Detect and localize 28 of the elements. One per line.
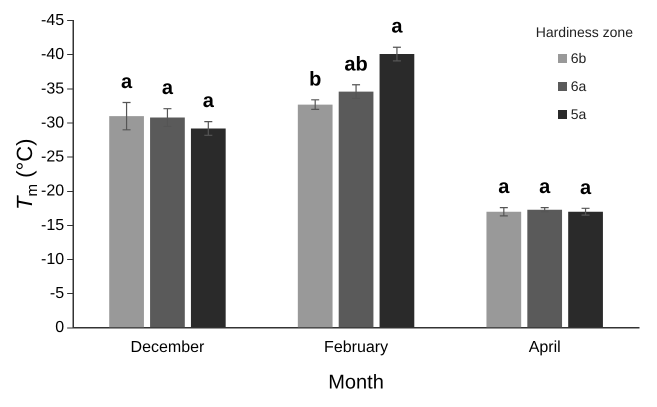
y-tick-label: -10	[41, 250, 64, 268]
annotation: a	[539, 176, 552, 198]
y-tick-label: -40	[41, 46, 64, 64]
y-tick-label: -5	[50, 285, 64, 302]
legend-label: 6a	[570, 78, 586, 94]
y-tick-label: -25	[41, 148, 64, 166]
annotation: a	[498, 176, 510, 198]
legend-label: 5a	[570, 106, 586, 122]
y-tick-label: -20	[41, 182, 64, 200]
y-tick-label: -35	[41, 80, 64, 98]
y-tick-label: -15	[41, 216, 64, 234]
x-tick-label: February	[324, 338, 388, 356]
annotation: a	[391, 16, 404, 38]
x-tick-label: April	[528, 338, 561, 356]
legend-label: 6b	[570, 50, 586, 66]
legend-title: Hardiness zone	[536, 24, 633, 40]
y-axis-title: Tm (°C)	[12, 138, 42, 210]
annotation: a	[202, 90, 215, 112]
x-axis-title: Month	[328, 372, 384, 394]
y-tick-label: -45	[41, 12, 64, 30]
annotation: a	[580, 176, 592, 199]
annotation: a	[121, 71, 134, 94]
y-tick-label: -30	[41, 114, 64, 132]
annotation: b	[309, 68, 322, 90]
y-tick-label: 0	[55, 319, 64, 336]
annotation: ab	[344, 53, 368, 76]
annotation: a	[162, 77, 174, 100]
x-tick-label: December	[130, 338, 206, 356]
